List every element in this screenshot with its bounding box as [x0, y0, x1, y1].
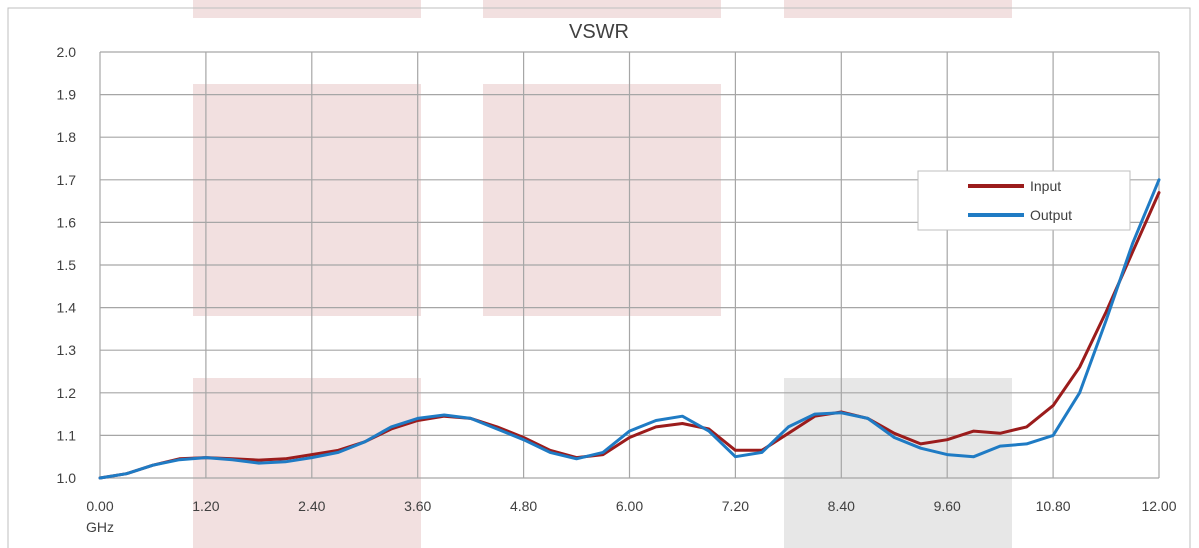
x-tick-label: 4.80 [510, 498, 537, 514]
x-tick-label: 6.00 [616, 498, 643, 514]
legend-label-input: Input [1030, 178, 1061, 194]
x-tick-label: 2.40 [298, 498, 325, 514]
shaded-region-0 [193, 0, 421, 18]
y-tick-label: 1.6 [57, 214, 77, 230]
chart-title: VSWR [569, 21, 629, 43]
x-tick-label: 9.60 [934, 498, 961, 514]
y-tick-label: 1.1 [57, 427, 77, 443]
series-line-input [98, 191, 1161, 480]
x-tick-label: 10.80 [1036, 498, 1071, 514]
legend: Input Output [917, 170, 1131, 231]
y-tick-label: 1.7 [57, 172, 77, 188]
y-tick-label: 2.0 [57, 44, 77, 60]
x-tick-label: 8.40 [828, 498, 855, 514]
y-tick-label: 1.4 [57, 300, 77, 316]
shaded-region-1 [483, 0, 721, 18]
grid [99, 51, 1160, 479]
legend-label-output: Output [1030, 207, 1072, 223]
shaded-region-2 [784, 0, 1012, 18]
shaded-region-5 [193, 378, 421, 548]
legend-box [917, 170, 1131, 231]
x-tick-label: 1.20 [192, 498, 219, 514]
series-lines [98, 178, 1161, 480]
y-tick-label: 1.5 [57, 257, 77, 273]
y-tick-label: 1.3 [57, 342, 77, 358]
shaded-regions [193, 0, 1012, 548]
y-tick-labels: 1.0 1.1 1.2 1.3 1.4 1.5 1.6 1.7 1.8 1.9 2.0 [57, 44, 77, 486]
x-tick-label: 0.00 [86, 498, 113, 514]
shaded-region-4 [483, 84, 721, 316]
x-tick-label: 12.00 [1141, 498, 1176, 514]
x-tick-label: 7.20 [722, 498, 749, 514]
shaded-region-6 [784, 378, 1012, 548]
x-tick-label: 3.60 [404, 498, 431, 514]
y-tick-label: 1.0 [57, 470, 77, 486]
y-tick-label: 1.2 [57, 385, 77, 401]
shaded-region-3 [193, 84, 421, 316]
y-tick-label: 1.8 [57, 129, 77, 145]
y-tick-label: 1.9 [57, 87, 77, 103]
x-axis-label: GHz [86, 519, 114, 535]
chart-frame [7, 7, 1191, 548]
x-tick-labels: 0.00 1.20 2.40 3.60 4.80 6.00 7.20 8.40 9.60 10.8… [86, 498, 1176, 514]
series-line-output [98, 178, 1161, 480]
